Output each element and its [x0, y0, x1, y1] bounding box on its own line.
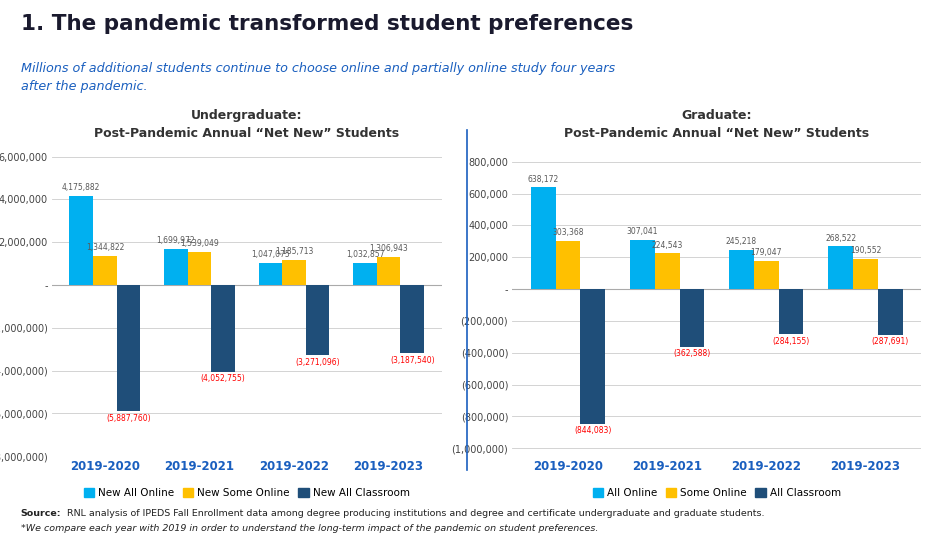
Text: 245,218: 245,218 [726, 238, 757, 246]
Bar [828, 246, 854, 289]
Bar [353, 263, 377, 285]
Bar [854, 259, 878, 289]
Bar [531, 187, 556, 289]
Bar [729, 250, 754, 289]
Bar [581, 289, 605, 423]
Text: (844,083): (844,083) [574, 426, 612, 435]
Title: Graduate:
Post-Pandemic Annual “Net New” Students: Graduate: Post-Pandemic Annual “Net New”… [564, 110, 870, 140]
Text: (3,187,540): (3,187,540) [390, 356, 434, 364]
Text: RNL analysis of IPEDS Fall Enrollment data among degree producing institutions a: RNL analysis of IPEDS Fall Enrollment da… [64, 509, 764, 518]
Text: 1. The pandemic transformed student preferences: 1. The pandemic transformed student pref… [21, 14, 633, 33]
Bar [630, 240, 655, 289]
Text: 1,539,049: 1,539,049 [180, 239, 219, 248]
Bar [188, 252, 212, 285]
Text: 1,032,857: 1,032,857 [346, 250, 384, 259]
Bar [556, 241, 581, 289]
Text: 1,185,713: 1,185,713 [274, 247, 313, 256]
Bar [70, 195, 93, 285]
Bar [282, 260, 306, 285]
Bar [878, 289, 902, 335]
Text: 1,699,972: 1,699,972 [157, 236, 196, 245]
Bar [377, 257, 400, 285]
Text: 179,047: 179,047 [750, 248, 782, 257]
Text: 1,344,822: 1,344,822 [86, 244, 124, 253]
Text: (287,691): (287,691) [871, 338, 909, 346]
Bar [680, 289, 704, 347]
Text: Source:: Source: [21, 509, 61, 518]
Legend: New All Online, New Some Online, New All Classroom: New All Online, New Some Online, New All… [80, 484, 414, 502]
Bar [400, 285, 424, 353]
Title: Undergraduate:
Post-Pandemic Annual “Net New” Students: Undergraduate: Post-Pandemic Annual “Net… [94, 110, 399, 140]
Bar [778, 289, 804, 334]
Bar [306, 285, 330, 355]
Bar [212, 285, 235, 372]
Bar [93, 256, 117, 285]
Legend: All Online, Some Online, All Classroom: All Online, Some Online, All Classroom [588, 484, 845, 502]
Text: (3,271,096): (3,271,096) [295, 357, 340, 367]
Text: 190,552: 190,552 [850, 246, 881, 255]
Bar [117, 285, 140, 411]
Text: 638,172: 638,172 [527, 175, 559, 184]
Text: 224,543: 224,543 [651, 241, 682, 249]
Bar [258, 262, 282, 285]
Bar [754, 261, 778, 289]
Text: (5,887,760): (5,887,760) [106, 414, 150, 423]
Text: Millions of additional students continue to choose online and partially online s: Millions of additional students continue… [21, 62, 615, 93]
Text: 1,306,943: 1,306,943 [369, 244, 408, 253]
Bar [655, 253, 680, 289]
Text: (284,155): (284,155) [773, 337, 809, 346]
Text: 268,522: 268,522 [825, 234, 856, 242]
Text: *We compare each year with 2019 in order to understand the long-term impact of t: *We compare each year with 2019 in order… [21, 524, 598, 533]
Text: 303,368: 303,368 [553, 228, 584, 237]
Text: 1,047,075: 1,047,075 [251, 250, 290, 259]
Text: 307,041: 307,041 [627, 227, 658, 237]
Text: (4,052,755): (4,052,755) [201, 374, 245, 383]
Text: (362,588): (362,588) [673, 349, 711, 359]
Bar [164, 248, 188, 285]
Text: 4,175,882: 4,175,882 [62, 183, 101, 192]
